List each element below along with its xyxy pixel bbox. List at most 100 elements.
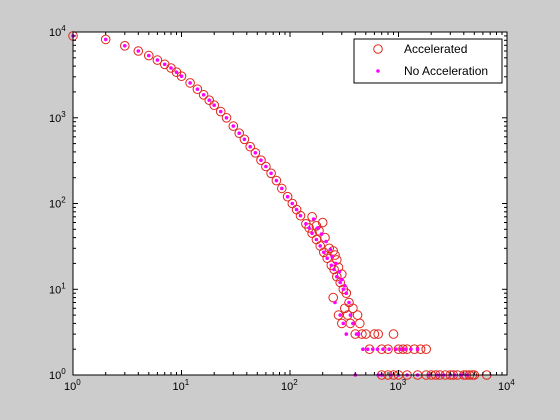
point-no-acceleration <box>264 164 268 169</box>
point-no-acceleration <box>207 98 211 102</box>
point-accelerated <box>304 223 314 233</box>
point-no-acceleration <box>328 247 333 252</box>
point-no-acceleration <box>310 231 314 235</box>
point-accelerated <box>266 168 276 179</box>
point-no-acceleration <box>343 283 347 288</box>
point-accelerated <box>152 55 163 65</box>
point-accelerated <box>234 128 244 138</box>
point-no-acceleration <box>347 300 351 305</box>
point-no-acceleration <box>285 194 290 199</box>
point-accelerated <box>271 175 282 186</box>
point-no-acceleration <box>294 207 299 212</box>
legend-marker-no-acceleration <box>376 69 380 73</box>
x-tick-label: 103 <box>390 378 407 393</box>
point-no-acceleration <box>338 313 343 317</box>
point-accelerated <box>329 264 339 275</box>
point-no-acceleration <box>340 277 344 282</box>
point-accelerated <box>209 100 219 110</box>
point-no-acceleration <box>344 291 349 296</box>
legend-label-accelerated: Accelerated <box>404 42 467 56</box>
point-no-acceleration <box>298 213 303 218</box>
legend-label-no-acceleration: No Acceleration <box>404 64 488 78</box>
point-no-acceleration <box>218 109 223 114</box>
plot-frame <box>72 31 508 376</box>
point-accelerated <box>176 71 187 81</box>
point-no-acceleration <box>341 321 346 326</box>
point-no-acceleration <box>274 178 279 183</box>
point-no-acceleration <box>290 201 295 206</box>
y-tick-label: 103 <box>49 110 66 125</box>
point-accelerated <box>388 329 399 339</box>
point-no-acceleration <box>332 267 336 272</box>
y-tick-label: 101 <box>49 281 66 296</box>
point-no-acceleration <box>319 232 324 236</box>
point-no-acceleration <box>315 226 320 230</box>
point-accelerated <box>373 329 384 339</box>
point-accelerated <box>330 250 340 260</box>
point-accelerated <box>348 303 358 314</box>
point-no-acceleration <box>259 158 263 162</box>
x-tick-label: 101 <box>173 378 190 393</box>
point-accelerated <box>185 78 195 88</box>
point-accelerated <box>120 41 130 51</box>
point-no-acceleration <box>195 87 200 91</box>
point-no-acceleration <box>304 222 308 226</box>
legend: Accelerated No Acceleration <box>353 38 503 84</box>
point-accelerated <box>261 161 271 172</box>
point-no-acceleration <box>394 347 398 352</box>
point-accelerated <box>307 212 317 222</box>
point-no-acceleration <box>307 226 311 230</box>
point-accelerated <box>228 121 239 131</box>
point-accelerated <box>340 303 350 314</box>
ticks-layer: 100 101 102 103 104 100 101 102 103 104 <box>49 24 515 393</box>
point-accelerated <box>204 95 214 105</box>
point-accelerated <box>192 84 203 94</box>
legend-marker-accelerated <box>373 44 383 54</box>
point-no-acceleration <box>356 332 361 336</box>
point-no-acceleration <box>325 256 330 261</box>
point-no-acceleration <box>162 62 167 67</box>
point-no-acceleration <box>174 70 179 74</box>
point-no-acceleration <box>333 300 337 305</box>
point-accelerated <box>317 217 328 228</box>
point-no-acceleration <box>212 103 216 107</box>
x-tick-label: 102 <box>281 378 298 393</box>
point-no-acceleration <box>103 37 108 42</box>
point-no-acceleration <box>338 280 343 285</box>
x-tick-label: 104 <box>498 378 515 393</box>
point-no-acceleration <box>188 81 192 85</box>
point-no-acceleration <box>169 66 173 70</box>
point-no-acceleration <box>201 93 206 97</box>
point-no-acceleration <box>334 261 338 266</box>
point-no-acceleration <box>280 186 284 191</box>
point-accelerated <box>282 191 293 202</box>
point-no-acceleration <box>371 347 375 352</box>
point-no-acceleration <box>337 269 342 274</box>
point-no-acceleration <box>344 332 349 336</box>
points-layer <box>68 31 492 380</box>
point-no-acceleration <box>179 74 184 78</box>
point-no-acceleration <box>330 254 335 259</box>
point-accelerated <box>144 50 154 61</box>
point-accelerated <box>215 106 226 117</box>
point-no-acceleration <box>381 347 385 352</box>
point-no-acceleration <box>123 44 127 48</box>
point-accelerated <box>355 318 365 329</box>
point-accelerated <box>328 292 339 303</box>
y-tick-label: 100 <box>49 367 66 382</box>
point-accelerated <box>239 134 250 145</box>
point-accelerated <box>341 288 352 299</box>
point-no-acceleration <box>351 321 355 326</box>
point-no-acceleration <box>375 347 380 352</box>
point-no-acceleration <box>231 124 236 128</box>
y-tick-label: 102 <box>49 196 66 211</box>
point-accelerated <box>311 221 322 231</box>
point-no-acceleration <box>399 347 403 352</box>
point-accelerated <box>332 271 342 282</box>
x-tick-label: 100 <box>64 378 81 393</box>
point-accelerated <box>398 344 408 355</box>
point-accelerated <box>198 90 209 100</box>
point-accelerated <box>314 226 324 236</box>
point-no-acceleration <box>361 347 365 352</box>
point-no-acceleration <box>311 217 316 221</box>
